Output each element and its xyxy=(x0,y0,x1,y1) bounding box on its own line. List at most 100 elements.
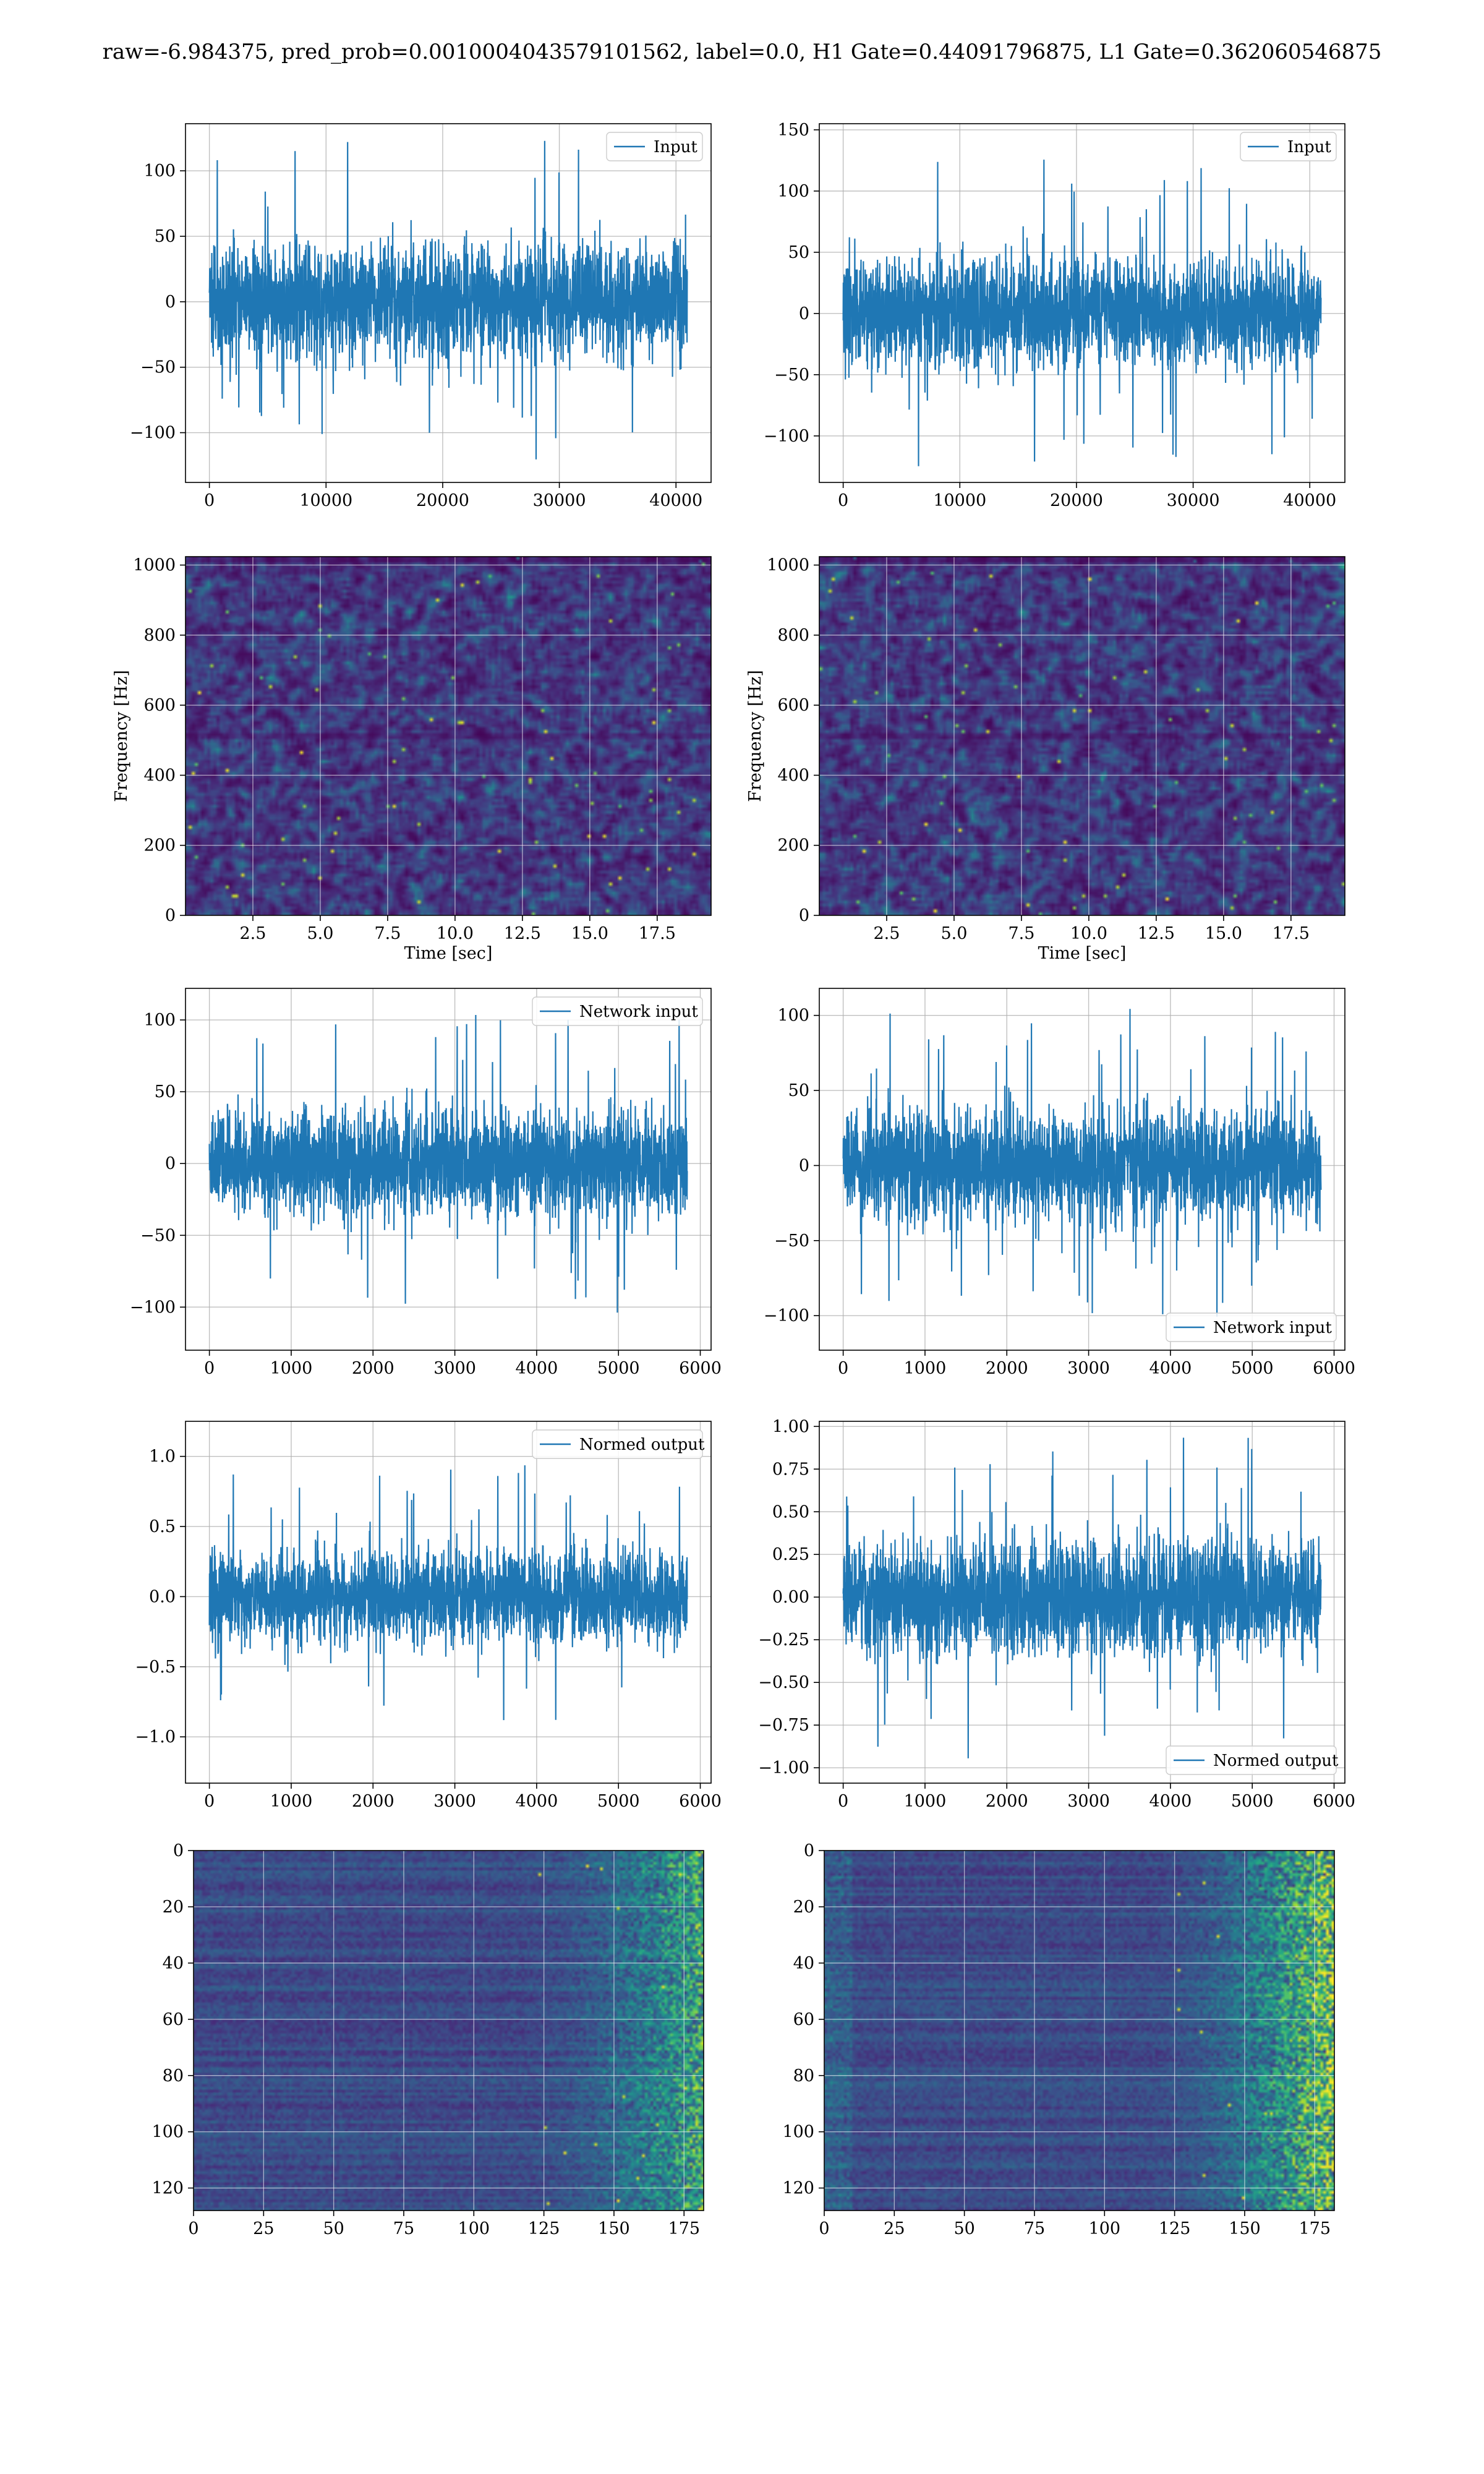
y-tick-label: 120 xyxy=(151,2179,184,2198)
y-tick-label: −100 xyxy=(764,1306,809,1325)
y-tick-label: −0.75 xyxy=(758,1716,809,1735)
y-tick-label: −0.25 xyxy=(758,1630,809,1650)
y-tick-label: 0 xyxy=(165,906,176,925)
y-tick-label: 100 xyxy=(777,1006,809,1025)
x-tick-label: 5000 xyxy=(597,1792,640,1811)
y-tick-label: −0.5 xyxy=(135,1658,176,1677)
y-tick-label: 50 xyxy=(155,1082,176,1102)
x-tick-label: 6000 xyxy=(679,1359,722,1378)
x-tick-label: 75 xyxy=(393,2219,414,2238)
legend: Network input xyxy=(1166,1312,1337,1342)
y-tick-label: −100 xyxy=(130,424,176,443)
series-line-normed-output xyxy=(208,1465,688,1721)
legend: Normed output xyxy=(532,1429,705,1459)
x-tick-label: 175 xyxy=(668,2219,700,2238)
x-tick-label: 17.5 xyxy=(1273,924,1310,943)
ticks-h1-network-input: 0 1000 2000 3000 4000 5000 6000 −100 −50 0 50 100 xyxy=(130,1011,722,1378)
ticks-h1-feature-map: 0 25 50 75 100 125 150 175 0 20 40 60 80 100 120 xyxy=(151,1841,700,2238)
y-tick-label: 0 xyxy=(799,1156,809,1175)
legend-label: Input xyxy=(654,138,697,156)
y-tick-label: 150 xyxy=(777,121,809,140)
y-tick-label: 60 xyxy=(163,2010,184,2029)
ticks-l1-spectrogram: 2.5 5.0 7.5 10.0 12.5 15.0 17.5 0 200 400 600 800 10… xyxy=(767,556,1310,943)
x-tick-label: 125 xyxy=(528,2219,560,2238)
y-tick-label: 1.00 xyxy=(772,1417,809,1436)
y-tick-label: 50 xyxy=(155,227,176,246)
x-tick-label: 5000 xyxy=(597,1359,640,1378)
figure-title: raw=-6.984375, pred_prob=0.0010004043579… xyxy=(102,40,1382,64)
x-tick-label: 50 xyxy=(953,2219,974,2238)
y-tick-label: 100 xyxy=(143,1011,176,1030)
x-tick-label: 3000 xyxy=(1067,1359,1110,1378)
legend: Network input xyxy=(532,996,703,1026)
panel-h1-normed-output: 0 1000 2000 3000 4000 5000 6000 −1.0 −0.5 0.0 0.5 1… xyxy=(135,1421,722,1811)
x-tick-label: 6000 xyxy=(679,1792,722,1811)
axes-frame xyxy=(185,1421,712,1784)
y-tick-label: 600 xyxy=(143,696,176,715)
x-tick-label: 3000 xyxy=(433,1359,476,1378)
x-tick-label: 150 xyxy=(598,2219,630,2238)
legend-box xyxy=(606,132,703,161)
x-tick-label: 3000 xyxy=(433,1792,476,1811)
x-tick-label: 4000 xyxy=(516,1359,558,1378)
x-tick-label: 7.5 xyxy=(1008,924,1034,943)
legend-label: Network input xyxy=(1213,1319,1332,1337)
y-tick-label: 1000 xyxy=(767,556,809,575)
panel-l1-network-input: 0 1000 2000 3000 4000 5000 6000 −100 −50 0 50 100 Ne… xyxy=(764,988,1355,1378)
y-tick-label: 0.75 xyxy=(772,1460,809,1479)
series-line-network-input xyxy=(208,1014,688,1313)
x-tick-label: 2.5 xyxy=(873,924,900,943)
x-tick-label: 0 xyxy=(204,1792,215,1811)
y-axis-label: Frequency [Hz] xyxy=(746,670,765,802)
x-tick-label: 1000 xyxy=(904,1792,947,1811)
axes-frame xyxy=(185,123,712,483)
x-tick-label: 125 xyxy=(1159,2219,1191,2238)
spectrogram-image xyxy=(186,557,711,915)
y-tick-label: 100 xyxy=(777,182,809,201)
legend-box xyxy=(532,996,703,1026)
x-tick-label: 15.0 xyxy=(571,924,608,943)
x-tick-label: 100 xyxy=(458,2219,490,2238)
axes-frame xyxy=(819,123,1345,483)
y-tick-label: 20 xyxy=(163,1898,184,1917)
series-line-normed-output xyxy=(842,1437,1322,1758)
x-tick-label: 40000 xyxy=(649,491,702,510)
x-tick-label: 0 xyxy=(838,491,848,510)
y-tick-label: −50 xyxy=(774,1231,809,1251)
y-tick-label: 0 xyxy=(173,1841,184,1860)
y-tick-label: 0 xyxy=(799,906,809,925)
x-tick-label: 2000 xyxy=(986,1792,1028,1811)
axes-frame xyxy=(819,1421,1345,1784)
x-tick-label: 2.5 xyxy=(239,924,266,943)
x-tick-label: 0 xyxy=(204,1359,215,1378)
panel-l1-spectrogram: 2.5 5.0 7.5 10.0 12.5 15.0 17.5 0 200 400 600 800 10… xyxy=(746,556,1345,963)
y-tick-label: 100 xyxy=(151,2123,184,2142)
x-tick-label: 3000 xyxy=(1067,1792,1110,1811)
y-tick-label: 0 xyxy=(165,293,176,312)
y-tick-label: 50 xyxy=(788,1081,809,1100)
y-tick-label: 0.00 xyxy=(772,1588,809,1607)
y-tick-label: 0 xyxy=(804,1841,814,1860)
axes-frame xyxy=(185,988,712,1351)
y-tick-label: 120 xyxy=(782,2179,814,2198)
x-tick-label: 5.0 xyxy=(307,924,333,943)
y-tick-label: 0.0 xyxy=(149,1587,176,1606)
y-tick-label: 40 xyxy=(793,1954,814,1973)
axes-frame xyxy=(185,556,712,916)
ticks-l1-normed-output: 0 1000 2000 3000 4000 5000 6000 −1.00 −0.75 −0.50… xyxy=(758,1417,1355,1811)
axes-frame xyxy=(819,556,1345,916)
panel-h1-spectrogram: 2.5 5.0 7.5 10.0 12.5 15.0 17.5 0 200 400 600 800 10… xyxy=(112,556,712,963)
ticks-h1-input: 0 10000 20000 30000 40000 −100 −50 0 50 100 xyxy=(130,161,702,510)
legend-box xyxy=(1166,1745,1337,1775)
x-tick-label: 12.5 xyxy=(1138,924,1175,943)
y-tick-label: 200 xyxy=(777,836,809,855)
feature-map-image xyxy=(824,1851,1334,2211)
y-tick-label: 100 xyxy=(143,161,176,181)
panel-h1-input: 0 10000 20000 30000 40000 −100 −50 0 50 100 Input xyxy=(130,123,712,510)
y-tick-label: −1.00 xyxy=(758,1758,809,1778)
ticks-l1-input: 0 10000 20000 30000 40000 −100 −50 0 50 100 150 xyxy=(764,121,1336,510)
x-axis-label: Time [sec] xyxy=(1038,944,1127,963)
series-line-network-input xyxy=(842,1009,1322,1317)
y-axis-label: Frequency [Hz] xyxy=(112,670,131,802)
x-tick-label: 15.0 xyxy=(1205,924,1242,943)
